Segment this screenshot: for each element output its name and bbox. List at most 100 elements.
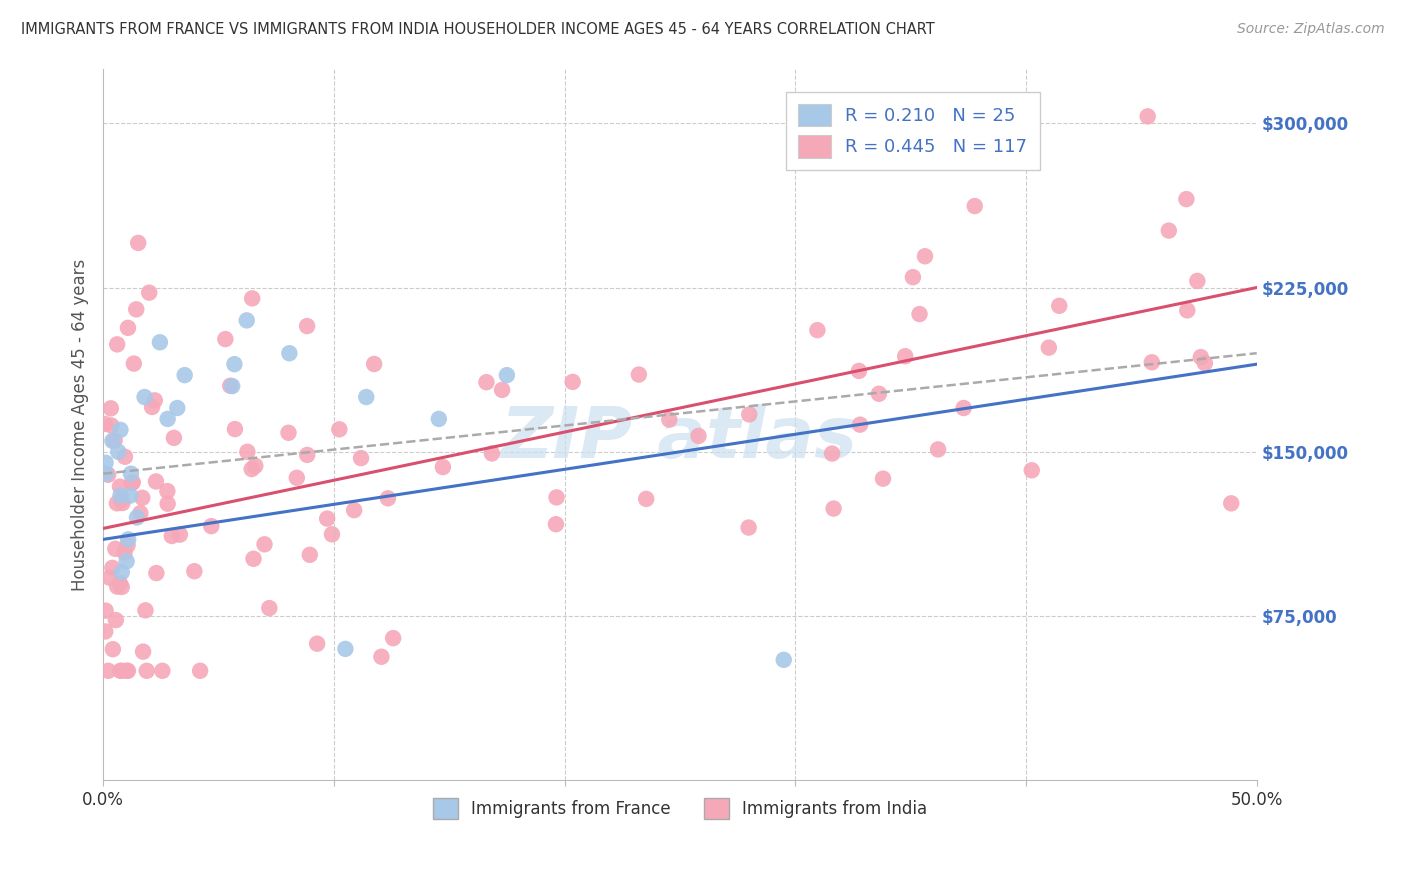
Point	[242, 551, 264, 566]
Point	[1038, 341, 1060, 355]
Point	[115, 664, 138, 678]
Point	[214, 332, 236, 346]
Point	[125, 302, 148, 317]
Point	[169, 527, 191, 541]
Point	[278, 346, 301, 360]
Point	[894, 349, 917, 363]
Point	[636, 491, 658, 506]
Point	[94, 417, 117, 431]
Point	[110, 664, 132, 678]
Point	[110, 489, 132, 503]
Point	[240, 292, 263, 306]
Point	[1194, 356, 1216, 370]
Point	[111, 664, 134, 678]
Point	[166, 401, 188, 415]
Point	[105, 580, 128, 594]
Point	[927, 442, 949, 457]
Point	[108, 576, 131, 591]
Point	[94, 456, 117, 470]
Point	[100, 401, 122, 416]
Point	[145, 475, 167, 489]
Point	[236, 444, 259, 458]
Point	[121, 475, 143, 490]
Point	[132, 645, 155, 659]
Point	[298, 548, 321, 562]
Point	[688, 429, 710, 443]
Point	[1157, 224, 1180, 238]
Point	[97, 467, 120, 482]
Text: IMMIGRANTS FROM FRANCE VS IMMIGRANTS FROM INDIA HOUSEHOLDER INCOME AGES 45 - 64 : IMMIGRANTS FROM FRANCE VS IMMIGRANTS FRO…	[21, 22, 935, 37]
Point	[150, 664, 173, 678]
Point	[475, 375, 498, 389]
Point	[101, 561, 124, 575]
Point	[316, 511, 339, 525]
Point	[117, 664, 139, 678]
Point	[253, 537, 276, 551]
Point	[627, 368, 650, 382]
Point	[120, 467, 142, 481]
Point	[156, 412, 179, 426]
Point	[183, 564, 205, 578]
Point	[105, 337, 128, 351]
Point	[496, 368, 519, 383]
Point	[111, 496, 134, 510]
Point	[1175, 192, 1198, 206]
Point	[297, 448, 319, 462]
Point	[1021, 463, 1043, 477]
Point	[108, 480, 131, 494]
Point	[285, 471, 308, 485]
Point	[131, 491, 153, 505]
Point	[156, 484, 179, 499]
Point	[1047, 299, 1070, 313]
Point	[219, 378, 242, 392]
Point	[235, 313, 257, 327]
Text: Source: ZipAtlas.com: Source: ZipAtlas.com	[1237, 22, 1385, 37]
Point	[173, 368, 195, 383]
Point	[491, 383, 513, 397]
Point	[328, 422, 350, 436]
Point	[240, 462, 263, 476]
Y-axis label: Householder Income Ages 45 - 64 years: Householder Income Ages 45 - 64 years	[72, 259, 89, 591]
Point	[122, 357, 145, 371]
Point	[849, 417, 872, 432]
Point	[111, 580, 134, 594]
Point	[104, 541, 127, 556]
Point	[101, 642, 124, 657]
Point	[806, 323, 828, 337]
Point	[546, 491, 568, 505]
Point	[117, 321, 139, 335]
Point	[737, 520, 759, 534]
Point	[120, 489, 142, 503]
Point	[145, 566, 167, 580]
Point	[277, 425, 299, 440]
Point	[129, 506, 152, 520]
Point	[134, 390, 156, 404]
Point	[914, 249, 936, 263]
Legend: Immigrants from France, Immigrants from India: Immigrants from France, Immigrants from …	[426, 792, 934, 825]
Point	[1140, 355, 1163, 369]
Point	[350, 451, 373, 466]
Point	[104, 434, 127, 448]
Text: ZIP atlas: ZIP atlas	[502, 404, 859, 473]
Point	[259, 601, 281, 615]
Point	[163, 431, 186, 445]
Point	[104, 613, 127, 627]
Point	[1136, 109, 1159, 123]
Point	[107, 444, 129, 458]
Point	[135, 664, 157, 678]
Point	[872, 472, 894, 486]
Point	[952, 401, 974, 415]
Point	[97, 664, 120, 678]
Point	[370, 649, 392, 664]
Point	[110, 493, 132, 508]
Point	[901, 270, 924, 285]
Point	[307, 637, 329, 651]
Point	[149, 335, 172, 350]
Point	[138, 285, 160, 300]
Point	[658, 412, 681, 426]
Point	[143, 393, 166, 408]
Point	[343, 503, 366, 517]
Point	[432, 460, 454, 475]
Point	[117, 533, 139, 547]
Point	[101, 434, 124, 448]
